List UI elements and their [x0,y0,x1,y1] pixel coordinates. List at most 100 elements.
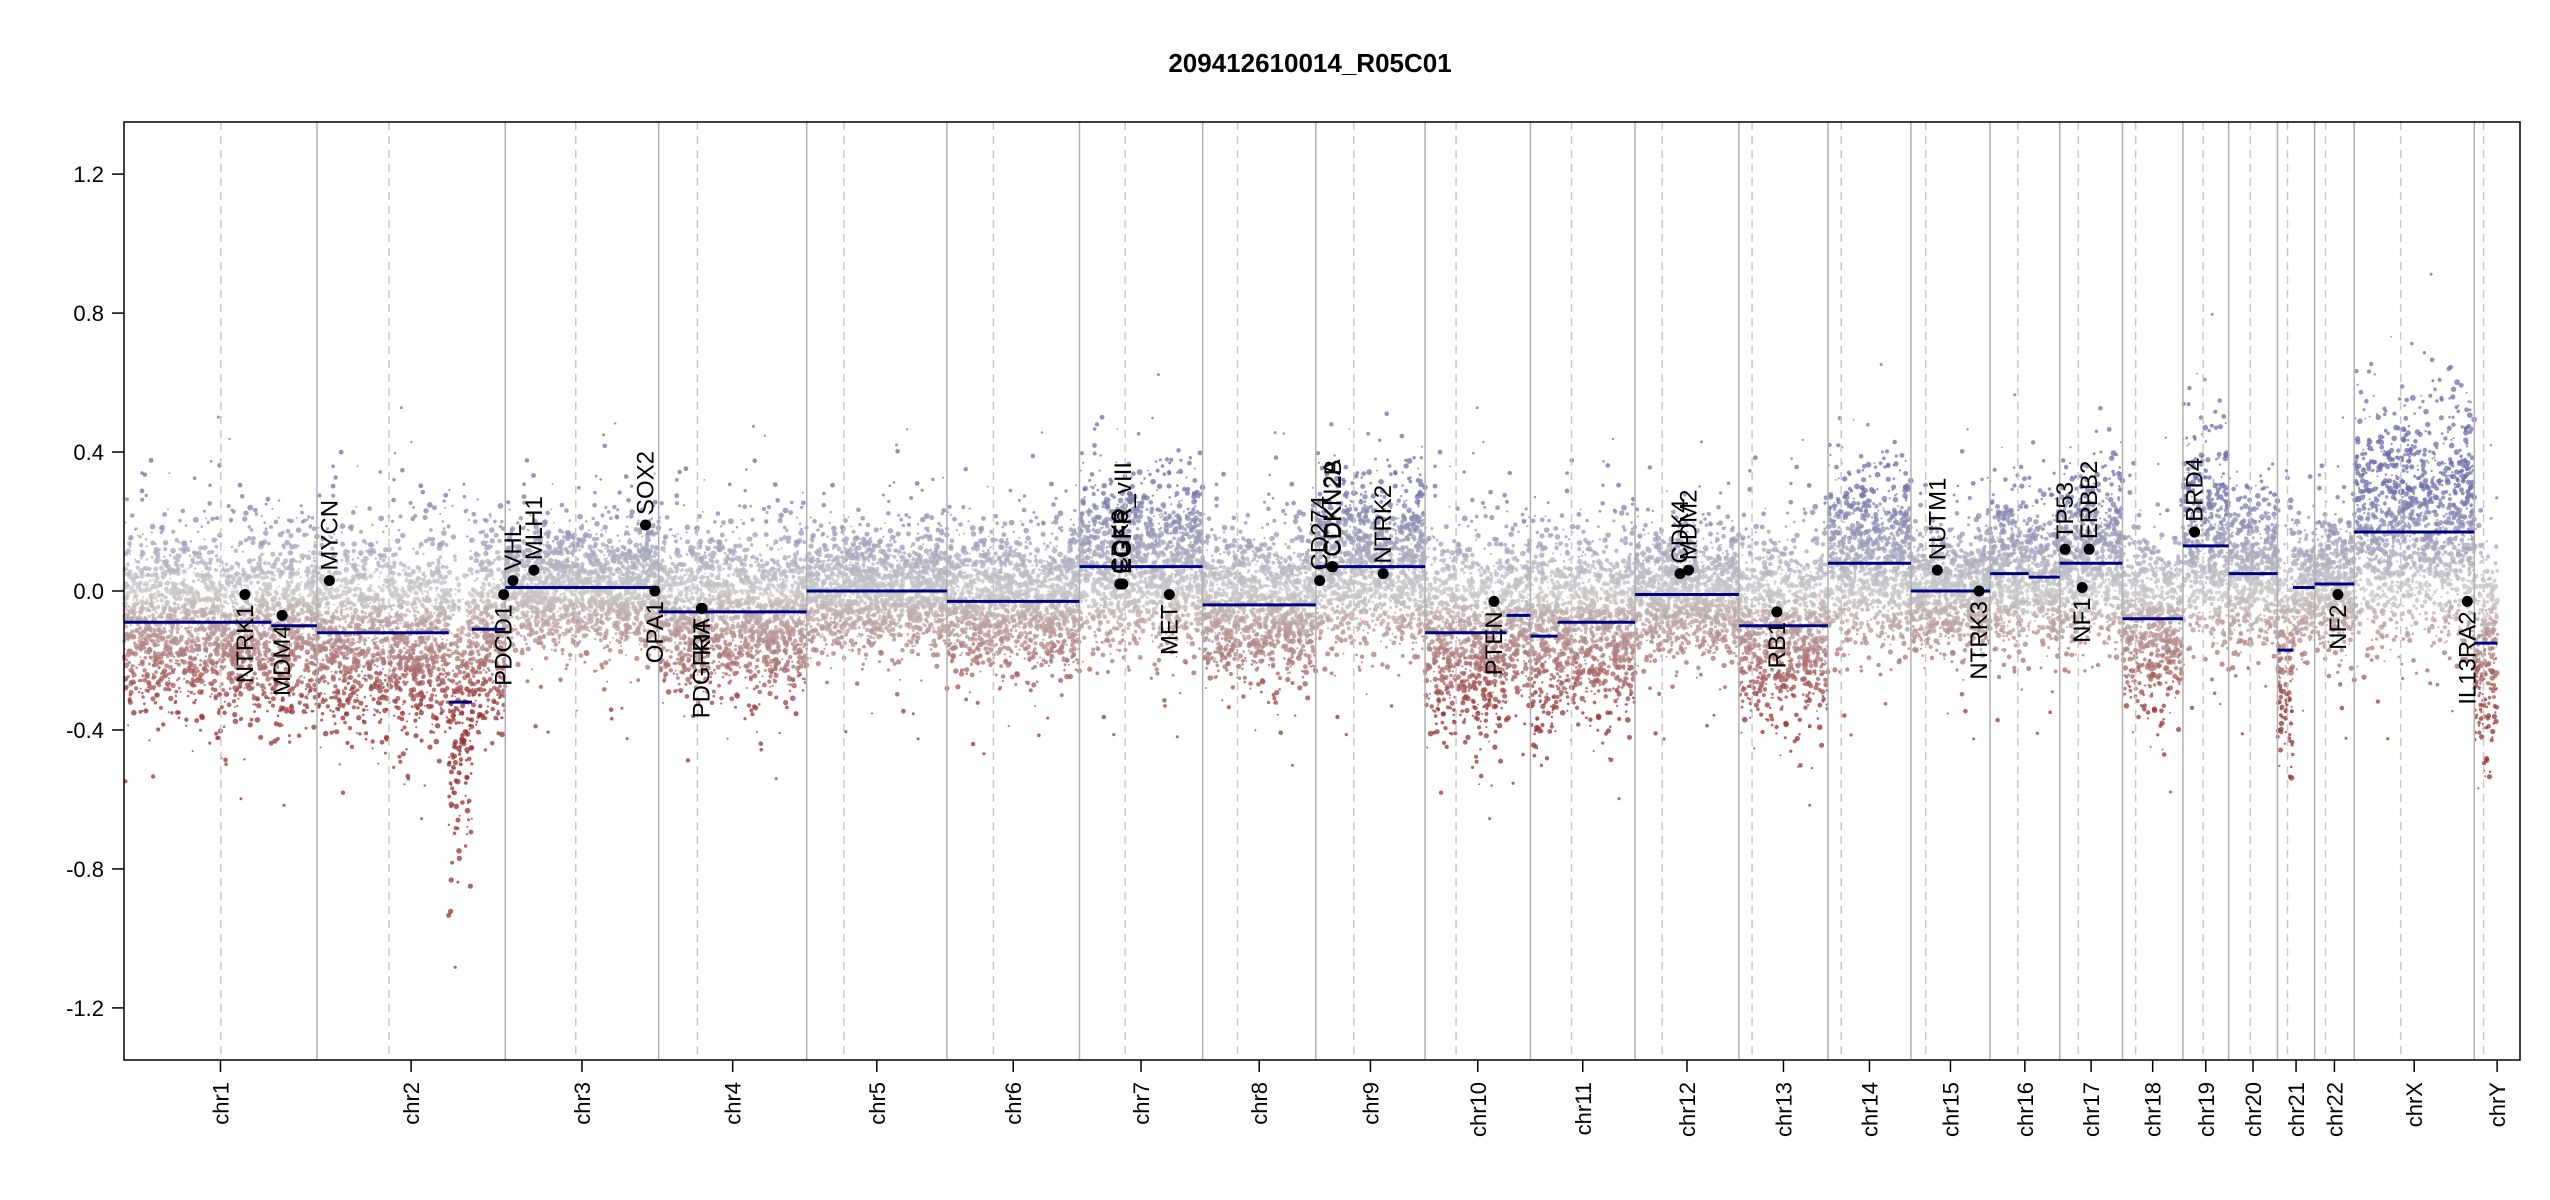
probe-point [263,561,267,565]
probe-point [139,535,142,538]
probe-point [306,652,309,655]
probe-point [145,538,148,541]
probe-point [447,648,450,651]
probe-point [391,578,395,582]
probe-point [420,589,424,593]
probe-point [459,772,462,775]
probe-point [392,478,395,481]
probe-point [488,583,492,587]
probe-point [353,634,356,637]
probe-point [391,520,394,523]
probe-point [261,603,264,606]
probe-point [270,571,273,574]
probe-point [430,704,434,708]
probe-point [344,554,349,559]
probe-point [448,756,450,758]
probe-point [369,602,371,604]
probe-point [402,590,408,596]
probe-point [168,630,170,632]
probe-point [337,639,340,642]
probe-point [331,671,333,673]
probe-point [298,701,302,705]
probe-point [492,586,496,590]
probe-point [126,594,129,597]
probe-point [217,416,220,419]
probe-point [447,654,452,659]
probe-point [281,531,285,535]
probe-point [449,877,454,882]
probe-point [252,695,257,700]
probe-point [195,572,200,577]
probe-point [267,562,271,566]
probe-point [535,631,539,635]
probe-point [614,422,616,424]
probe-point [371,524,374,527]
probe-point [295,587,300,592]
probe-point [636,522,640,526]
probe-point [310,564,314,568]
probe-point [362,665,365,668]
probe-point [382,645,384,647]
probe-point [448,824,450,826]
probe-point [352,541,357,546]
probe-point [378,516,384,522]
probe-point [260,637,263,640]
probe-point [199,663,202,666]
probe-point [148,615,151,618]
probe-point [282,706,286,710]
probe-point [238,545,240,547]
probe-point [403,654,405,656]
probe-point [216,595,219,598]
probe-point [439,555,442,558]
probe-point [160,598,164,602]
probe-point [216,538,218,540]
probe-point [250,528,254,532]
probe-point [288,550,293,555]
probe-point [205,597,208,600]
probe-point [449,642,454,647]
probe-point [454,588,456,590]
probe-point [457,606,462,611]
probe-point [162,512,167,517]
probe-point [447,623,450,626]
probe-point [142,668,146,672]
probe-point [394,452,397,455]
probe-point [140,662,145,667]
probe-point [373,714,376,717]
probe-point [494,601,497,604]
probe-point [227,584,230,587]
probe-point [478,687,483,692]
probe-point [402,569,404,571]
probe-point [132,599,134,601]
probe-point [214,696,218,700]
probe-point [209,607,211,609]
probe-point [193,693,195,695]
probe-point [447,570,452,575]
probe-point [156,600,159,603]
probe-point [224,701,226,703]
probe-point [207,521,210,524]
probe-point [222,566,224,568]
probe-point [440,712,443,715]
probe-point [478,609,480,611]
probe-point [307,663,310,666]
probe-point [443,693,448,698]
probe-point [164,573,168,577]
probe-point [125,572,130,577]
probe-point [197,531,200,534]
probe-point [352,687,355,690]
probe-point [338,678,341,681]
probe-point [441,605,444,608]
probe-point [343,706,345,708]
probe-point [493,583,495,585]
probe-point [388,662,392,666]
probe-point [354,648,358,652]
probe-point [423,583,428,588]
probe-point [422,614,426,618]
probe-point [322,626,325,629]
probe-point [266,605,270,609]
probe-point [454,966,457,969]
probe-point [379,639,384,644]
probe-point [199,659,202,662]
probe-point [304,570,306,572]
